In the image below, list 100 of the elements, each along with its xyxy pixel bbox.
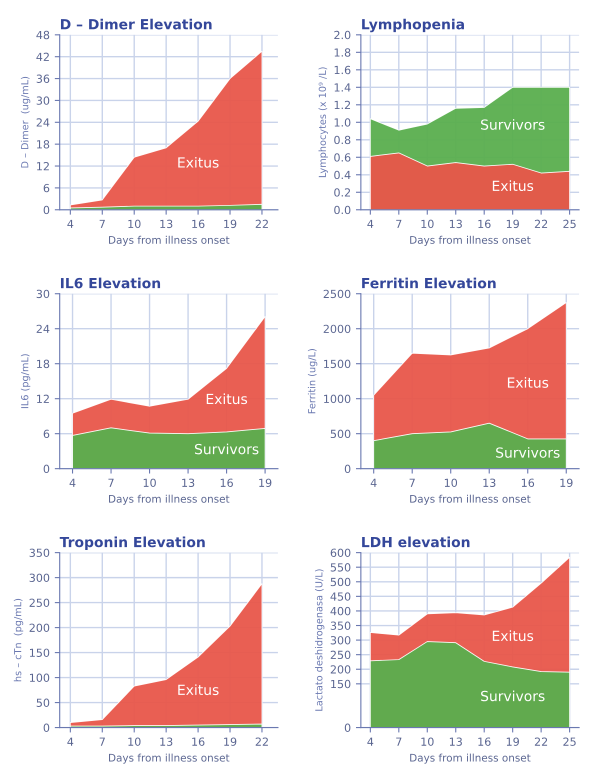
y-tick-label: 12 xyxy=(37,162,49,170)
y-tick-label: 50 xyxy=(36,698,50,707)
x-tick-label: 13 xyxy=(483,478,496,487)
y-tick-label: 150 xyxy=(30,648,50,657)
x-tick-label: 10 xyxy=(421,220,434,228)
y-tick-label: 0 xyxy=(344,724,350,732)
y-tick-label: 250 xyxy=(30,598,50,607)
y-axis-title: hs – cTn (pg/mL) xyxy=(14,598,24,682)
y-tick-label: 24 xyxy=(36,324,50,333)
y-tick-label: 350 xyxy=(330,621,350,630)
y-tick-label: 1.4 xyxy=(334,83,351,92)
x-tick-label: 10 xyxy=(128,737,141,746)
x-tick-label: 19 xyxy=(560,478,573,487)
x-tick-label: 13 xyxy=(160,220,172,228)
y-tick-label: 0.0 xyxy=(334,206,350,214)
y-tick-label: 300 xyxy=(330,636,350,644)
x-tick-label: 16 xyxy=(478,220,491,228)
x-tick-label: 4 xyxy=(67,738,74,746)
y-axis-title: Lymphocytes (x 10⁹ /L) xyxy=(318,67,328,178)
x-tick-label: 10 xyxy=(128,220,141,228)
x-tick-label: 4 xyxy=(70,478,76,487)
x-tick-label: 7 xyxy=(410,478,415,487)
x-tick-label: 4 xyxy=(370,478,377,487)
x-tick-label: 7 xyxy=(108,478,114,487)
x-axis-title: Days from illness onset xyxy=(109,236,230,246)
x-tick-label: 16 xyxy=(478,737,491,746)
y-tick-label: 1.0 xyxy=(334,118,350,127)
y-tick-label: 200 xyxy=(330,665,350,674)
y-tick-label: 48 xyxy=(36,30,50,40)
y-tick-label: 0 xyxy=(44,206,50,214)
x-axis-title: Days from illness onset xyxy=(410,494,531,505)
x-tick-label: 22 xyxy=(256,220,268,228)
y-axis-title: Lactato deshidrogenasa (U/L) xyxy=(314,569,324,711)
x-tick-label: 4 xyxy=(367,220,374,228)
y-tick-label: 400 xyxy=(330,606,350,616)
x-tick-label: 19 xyxy=(224,220,236,228)
x-tick-label: 16 xyxy=(220,478,233,487)
series-label: Exitus xyxy=(206,393,248,404)
y-tick-label: 6 xyxy=(44,184,50,192)
y-tick-label: 2.0 xyxy=(334,30,350,40)
y-tick-label: 1.8 xyxy=(334,48,350,57)
series-label: Exitus xyxy=(178,684,219,696)
series-label: Survivors xyxy=(481,119,545,130)
y-axis-title: IL6 (pg/mL) xyxy=(20,354,30,408)
y-tick-label: 0 xyxy=(44,724,50,732)
x-tick-label: 16 xyxy=(522,478,534,487)
y-tick-label: 250 xyxy=(330,650,350,660)
y-tick-label: 2500 xyxy=(324,290,350,298)
x-tick-label: 7 xyxy=(396,220,402,228)
y-tick-label: 42 xyxy=(36,52,49,61)
x-axis-title: Days from illness onset xyxy=(410,236,531,246)
series-label: Survivors xyxy=(496,447,560,458)
y-tick-label: 12 xyxy=(37,394,49,403)
y-axis-title: Ferritin (ug/L) xyxy=(308,349,318,414)
chart-title: IL6 Elevation xyxy=(60,278,160,288)
y-tick-label: 0 xyxy=(344,464,350,474)
chart-title: D – Dimer Elevation xyxy=(60,18,212,30)
y-axis-title: D – Dimer (ug/mL) xyxy=(20,76,30,168)
x-tick-label: 13 xyxy=(450,737,462,746)
series-label: Survivors xyxy=(194,444,258,454)
y-tick-label: 600 xyxy=(330,548,350,558)
series-label: Exitus xyxy=(178,156,219,168)
x-tick-label: 19 xyxy=(506,220,519,228)
y-tick-label: 18 xyxy=(37,360,50,368)
x-tick-label: 4 xyxy=(67,220,74,228)
x-tick-label: 10 xyxy=(421,737,434,746)
y-tick-label: 500 xyxy=(330,430,350,438)
y-tick-label: 450 xyxy=(330,592,350,601)
x-tick-label: 7 xyxy=(396,738,402,746)
y-tick-label: 36 xyxy=(36,74,50,83)
x-tick-label: 7 xyxy=(100,220,105,228)
y-tick-label: 1.2 xyxy=(334,100,350,110)
y-tick-label: 18 xyxy=(37,140,50,149)
chart-title: Lymphopenia xyxy=(362,18,464,32)
x-tick-label: 10 xyxy=(444,478,458,487)
x-tick-label: 25 xyxy=(563,220,576,228)
x-tick-label: 10 xyxy=(144,478,156,487)
x-tick-label: 13 xyxy=(160,737,172,746)
x-tick-label: 19 xyxy=(506,737,519,746)
x-axis-title: Days from illness onset xyxy=(410,754,531,764)
series-label: Exitus xyxy=(492,630,534,642)
chart-title: LDH elevation xyxy=(362,536,470,548)
series-label: Survivors xyxy=(481,690,545,702)
y-tick-label: 1500 xyxy=(324,360,350,368)
y-tick-label: 0.6 xyxy=(334,153,350,162)
x-tick-label: 16 xyxy=(192,737,204,746)
y-tick-label: 200 xyxy=(30,624,50,632)
y-tick-label: 300 xyxy=(30,574,50,582)
x-tick-label: 7 xyxy=(100,738,105,746)
series-label: Exitus xyxy=(492,180,534,192)
x-tick-label: 19 xyxy=(224,737,236,746)
y-tick-label: 0.2 xyxy=(334,188,350,197)
series-label: Exitus xyxy=(508,377,548,388)
y-tick-label: 100 xyxy=(30,674,50,682)
x-tick-label: 22 xyxy=(534,220,548,228)
chart-title: Ferritin Elevation xyxy=(362,278,496,288)
y-tick-label: 150 xyxy=(331,680,350,688)
y-tick-label: 2000 xyxy=(324,324,350,334)
x-tick-label: 22 xyxy=(534,737,548,746)
x-axis-title: Days from illness onset xyxy=(109,494,230,505)
